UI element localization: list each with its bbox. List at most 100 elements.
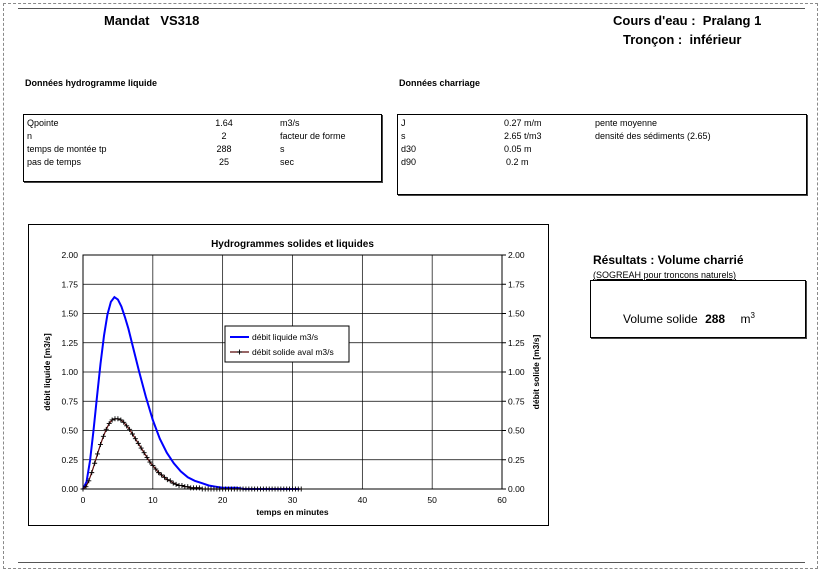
hydro-row-unit: facteur de forme <box>280 131 346 141</box>
series-point-solid <box>115 416 121 422</box>
hydro-row-label: pas de temps <box>27 157 82 167</box>
cours-label: Cours d'eau : <box>613 13 696 28</box>
y-tick-label: 0.50 <box>61 426 78 436</box>
results-box: Volume solide 288 m3 <box>590 280 806 338</box>
charriage-row-note: densité des sédiments (2.65) <box>595 131 711 141</box>
y2-tick-label: 1.25 <box>508 338 525 348</box>
charriage-row-label: s <box>401 131 406 141</box>
series-point-solid <box>127 426 133 432</box>
series-point-solid <box>138 445 144 451</box>
y-tick-label: 1.25 <box>61 338 78 348</box>
series-point-solid <box>164 477 170 483</box>
charriage-row-value: 0.27 m/m <box>504 118 542 128</box>
series-point-solid <box>185 484 191 490</box>
cours-value: Pralang 1 <box>702 13 762 28</box>
series-point-solid <box>124 423 130 429</box>
series-point-solid <box>97 442 103 448</box>
y2-tick-label: 2.00 <box>508 250 525 260</box>
bottom-edge-line <box>18 562 805 563</box>
legend-label-liquid: débit liquide m3/s <box>252 332 318 342</box>
series-point-solid <box>156 470 162 476</box>
series-point-solid <box>109 417 115 423</box>
results-subtitle: (SOGREAH pour troncons naturels) <box>593 270 737 280</box>
y-tick-label: 2.00 <box>61 250 78 260</box>
hydrograph-chart: 0 10 20 30 40 50 60 0.00 0.25 0.50 0.75 1.00 1.25 1.5… <box>28 224 549 526</box>
series-point-solid <box>167 478 173 484</box>
x-axis-label: temps en minutes <box>256 507 329 517</box>
y-tick-label: 1.00 <box>61 367 78 377</box>
y-tick-label: 0.25 <box>61 455 78 465</box>
hydro-row-label: temps de montée tp <box>27 144 107 154</box>
hydro-row-label: Qpointe <box>27 118 59 128</box>
y2-axis-label: débit solide [m3/s] <box>531 335 541 410</box>
y2-tick-label: 1.75 <box>508 279 525 289</box>
chart-svg: 0 10 20 30 40 50 600.000.250.500.751.001.251.5… <box>42 239 541 517</box>
troncon-header: Tronçon : inférieur <box>623 32 741 47</box>
series-point-solid <box>86 478 92 484</box>
x-tick-label: 60 <box>497 495 507 505</box>
hydro-row-unit: s <box>280 144 285 154</box>
x-tick-label: 50 <box>427 495 437 505</box>
series-point-solid <box>141 450 147 456</box>
series-point-solid <box>144 454 150 460</box>
y-axis-label: débit liquide [m3/s] <box>42 333 52 411</box>
y2-tick-label: 1.00 <box>508 367 525 377</box>
series-point-solid <box>161 474 167 480</box>
series-point-solid <box>118 417 124 423</box>
page-frame <box>3 3 818 569</box>
x-tick-label: 10 <box>148 495 158 505</box>
charriage-row-value: 0.05 m <box>504 144 532 154</box>
charriage-row-label: d90 <box>401 157 417 167</box>
y-tick-label: 1.75 <box>61 279 78 289</box>
series-point-solid <box>121 419 127 425</box>
series-point-solid <box>80 486 86 492</box>
hydro-section-title: Données hydrogramme liquide <box>25 78 158 88</box>
series-point-solid <box>129 431 135 437</box>
series-point-solid <box>159 472 165 478</box>
series-point-solid <box>170 480 176 486</box>
troncon-value: inférieur <box>689 32 742 47</box>
charriage-section-title: Données charriage <box>399 78 481 88</box>
charriage-row-note: pente moyenne <box>595 118 658 128</box>
charriage-row-label: d30 <box>401 144 417 154</box>
hydro-row-unit: sec <box>280 157 295 167</box>
y2-tick-label: 0.75 <box>508 396 525 406</box>
hydro-row-value: 288 <box>216 144 232 154</box>
series-point-solid <box>196 485 202 491</box>
x-tick-label: 40 <box>358 495 368 505</box>
series-point-solid <box>95 451 101 457</box>
charriage-row-label: J <box>401 118 406 128</box>
series-point-solid <box>92 460 98 466</box>
legend-box <box>224 325 350 363</box>
series-point-solid <box>100 433 106 439</box>
hydro-row-unit: m3/s <box>280 118 300 128</box>
chart-title: Hydrogrammes solides et liquides <box>211 239 374 250</box>
series-point-solid <box>132 436 138 442</box>
mandat-header: Mandat VS318 <box>104 13 199 28</box>
series-point-solid <box>135 440 141 446</box>
y-tick-label: 1.50 <box>61 309 78 319</box>
troncon-label: Tronçon : <box>623 32 683 47</box>
volume-line: Volume solide 288 m3 <box>623 311 755 326</box>
hydro-row-value: 1.64 <box>215 118 233 128</box>
series-point-solid <box>106 420 112 426</box>
hydro-row-value: 2 <box>221 131 227 141</box>
mandat-label: Mandat <box>104 13 150 28</box>
volume-unit-exp: 3 <box>750 311 755 320</box>
mandat-value: VS318 <box>160 13 200 28</box>
series-point-solid <box>89 470 95 476</box>
hydro-table: Qpointe 1.64 m3/s n 2 facteur de forme t… <box>23 114 382 182</box>
cours-header: Cours d'eau : Pralang 1 <box>613 13 761 28</box>
hydro-row-label: n <box>27 131 33 141</box>
series-point-solid <box>83 484 89 490</box>
series-point-solid <box>298 486 304 492</box>
top-edge-line <box>18 8 805 9</box>
y-tick-label: 0.00 <box>61 484 78 494</box>
results-title: Résultats : Volume charrié <box>593 253 744 267</box>
series-point-solid <box>153 466 159 472</box>
volume-label: Volume solide <box>623 312 698 326</box>
series-point-solid <box>103 426 109 432</box>
volume-unit: m <box>740 312 751 326</box>
legend-label-solid: débit solide aval m3/s <box>252 347 334 357</box>
hydro-row-value: 25 <box>218 157 229 167</box>
